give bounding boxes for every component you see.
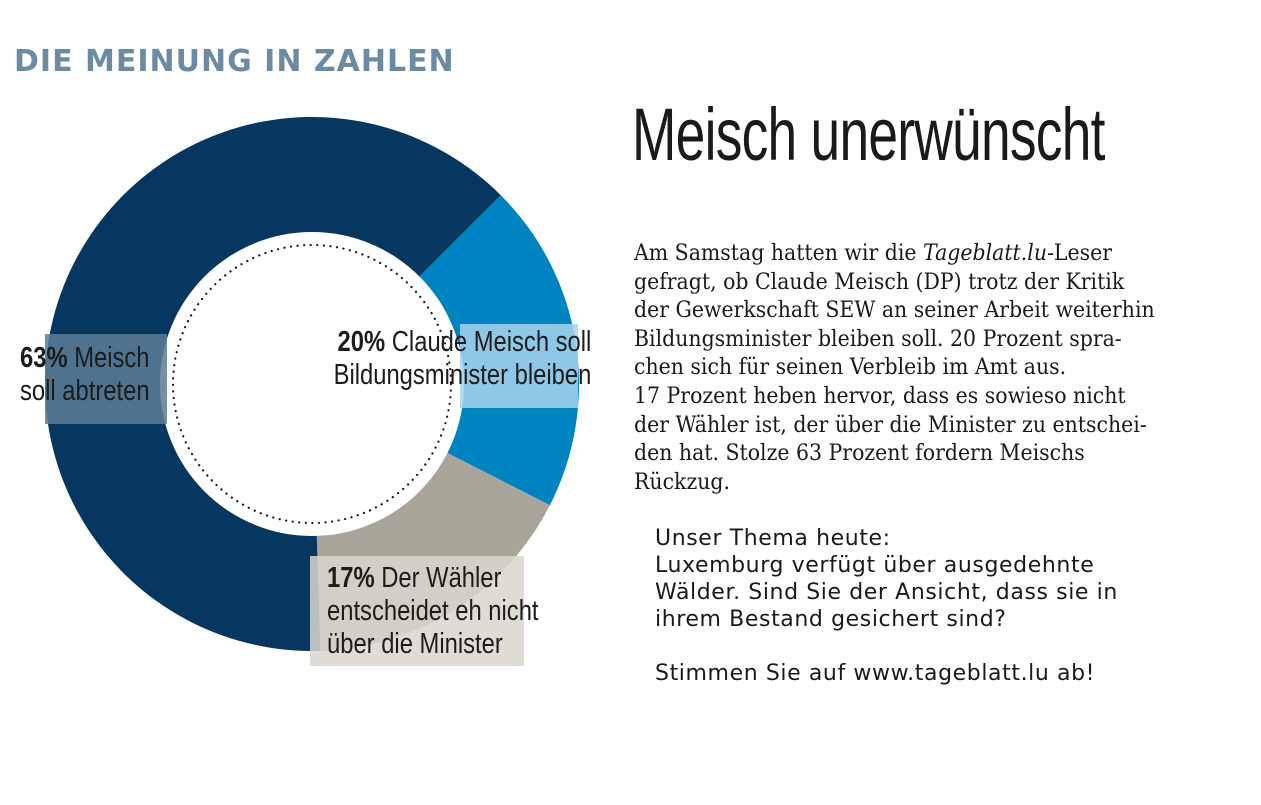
vote-link[interactable]: Stimmen Sie auf www.tageblatt.lu ab! [655,661,1096,686]
slice-text: Meisch [74,342,150,374]
slice-pct: 20% [337,326,385,358]
headline: Meisch unerwünscht [632,93,1105,176]
label-band-63 [45,334,167,424]
body-line: gefragt, ob Claude Meisch (DP) trotz der… [634,269,1125,295]
slice-text: Claude Meisch soll [391,326,591,358]
slice-label-17: 17% Der Wähler entscheidet eh nicht über… [327,562,539,661]
slice-text: Der Wähler [381,562,502,594]
slice-text: über die Minister [327,628,503,660]
cta-line: Luxemburg verfügt über ausgedehnte [655,553,1095,578]
body-line: chen sich für seinen Verbleib im Amt aus… [634,355,1067,381]
body-line: Rückzug. [634,469,731,495]
slice-label-63: 63% Meisch soll abtreten [20,342,150,408]
body-line: Am Samstag hatten wir die Tageblatt.lu-L… [634,241,1113,266]
body-line: der Gewerkschaft SEW an seiner Arbeit we… [634,298,1155,324]
label-band-20 [460,324,578,408]
dotted-ring [171,243,453,525]
kicker-title: DIE MEINUNG IN ZAHLEN [14,44,455,79]
donut-hole [160,232,464,536]
body-line: den hat. Stolze 63 Prozent fordern Meisc… [634,441,1085,467]
slice-text: Bildungsminister bleiben [333,359,591,391]
call-to-action: Unser Thema heute: Luxemburg verfügt übe… [655,525,1118,687]
slice-pct: 63% [20,342,68,374]
body-line: Bildungsminister bleiben soll. 20 Prozen… [634,326,1122,352]
donut-chart [44,116,579,652]
cta-spacer [655,633,1118,660]
cta-line: ihrem Bestand gesichert sind? [655,607,1007,632]
body-line: der Wähler ist, der über die Minister zu… [634,412,1147,438]
cta-line: Wälder. Sind Sie der Ansicht, dass sie i… [655,580,1118,605]
body-line: 17 Prozent heben hervor, dass es sowieso… [634,383,1126,409]
slice-label-20: 20% Claude Meisch soll Bildungsminister … [333,326,591,392]
body-text: Am Samstag hatten wir die Tageblatt.lu-L… [634,240,1192,497]
slice-pct: 17% [327,562,375,594]
cta-line: Unser Thema heute: [655,526,891,551]
slice-text: entscheidet eh nicht [327,595,539,627]
slice-text: soll abtreten [20,375,150,407]
label-band-17 [310,556,524,666]
